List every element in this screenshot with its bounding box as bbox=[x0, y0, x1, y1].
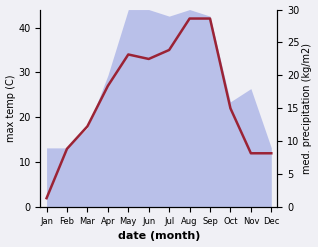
Y-axis label: med. precipitation (kg/m2): med. precipitation (kg/m2) bbox=[302, 43, 313, 174]
X-axis label: date (month): date (month) bbox=[118, 231, 200, 242]
Y-axis label: max temp (C): max temp (C) bbox=[5, 75, 16, 142]
